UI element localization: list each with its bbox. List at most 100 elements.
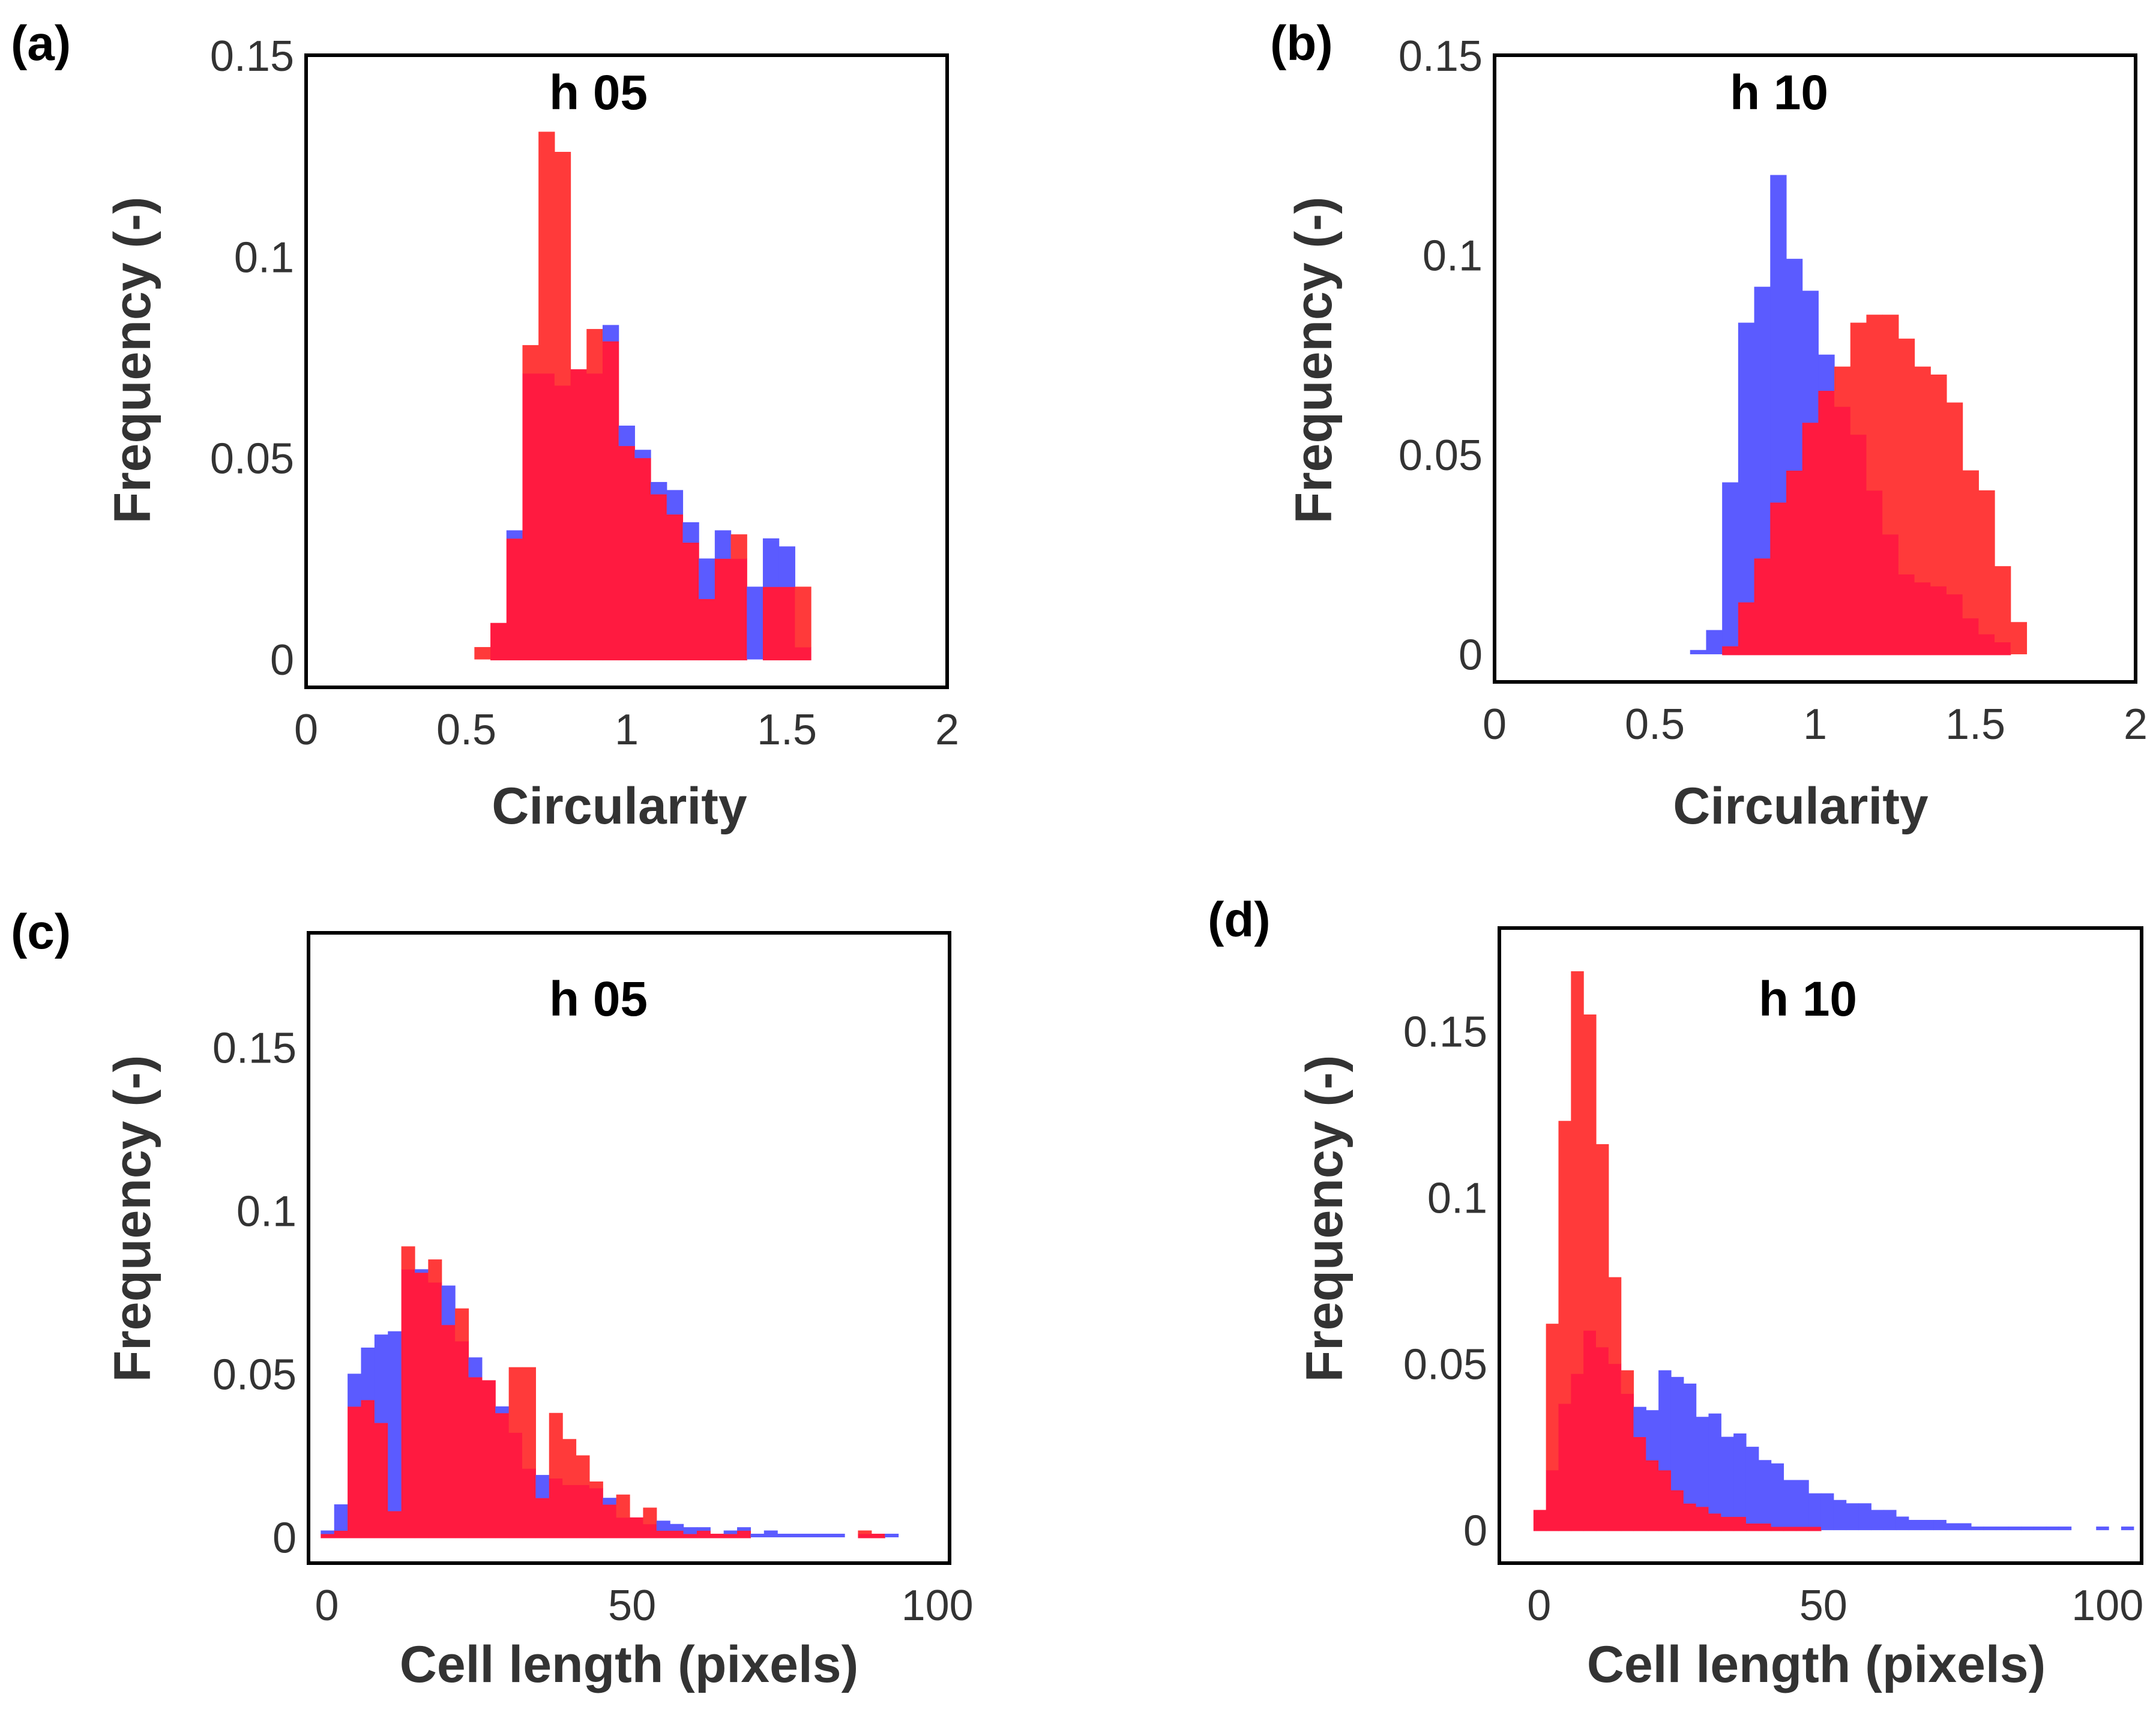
panel-4-blue-bar-37 <box>1996 1527 2010 1531</box>
panel-2-blue-bar-0 <box>1690 650 1707 654</box>
panel-1-blue-bar-18 <box>762 538 780 587</box>
panel-1-overlap-bar-3 <box>522 373 539 661</box>
panel-4-red-bar-7 <box>1621 1370 1634 1394</box>
panel-3-y-tick-label: 0.1 <box>236 1187 297 1235</box>
panel-1-y-tick-label: 0 <box>270 636 294 684</box>
y-axis-label-b: Frequency (-) <box>1285 197 1343 524</box>
panel-2-blue-bar-1 <box>1706 630 1723 654</box>
panel-2-red-bar-11 <box>1866 315 1883 491</box>
panel-4-y-tick-label: 0.1 <box>1427 1175 1487 1223</box>
panel-2-red-bar-17 <box>1962 470 1979 619</box>
panel-2-overlap-bar-19 <box>1995 642 2011 656</box>
panel-3-overlap-bar-3 <box>361 1399 375 1539</box>
panel-1-red-bar-20 <box>795 586 812 648</box>
panel-2-red-bar-9 <box>1834 366 1851 407</box>
panel-3-overlap-bar-15 <box>522 1468 536 1539</box>
panel-1-overlap-bar-11 <box>651 494 667 661</box>
panel-1-x-tick-label: 2 <box>935 706 959 754</box>
panel-1-overlap-bar-13 <box>682 542 699 661</box>
panel-3-blue-bar-2 <box>348 1373 362 1407</box>
panel-2-x-tick-label: 1 <box>1803 701 1827 749</box>
panel-3-overlap-bar-40 <box>858 1534 872 1539</box>
panel-3-red-bar-22 <box>616 1494 630 1518</box>
panel-4-overlap-bar-11 <box>1670 1490 1684 1531</box>
panel-4-overlap-bar-8 <box>1633 1436 1646 1531</box>
panel-2-red-bar-10 <box>1850 322 1867 435</box>
panel-3-blue-bar-0 <box>321 1530 335 1534</box>
panel-2-red-bar-15 <box>1930 374 1947 586</box>
panel-3-blue-bar-3 <box>361 1347 375 1400</box>
panel-4-blue-bar-41 <box>2046 1527 2059 1531</box>
panel-1-x-tick-label: 0.5 <box>436 706 496 754</box>
panel-1-overlap-bar-12 <box>666 514 684 661</box>
panel-c: (c) 0 50 100 0 0.05 0.1 0.15 h 05 Cell length … <box>11 905 974 1693</box>
panel-4-y-tick-label: 0 <box>1463 1507 1487 1555</box>
panel-1-overlap-bar-19 <box>778 586 795 661</box>
panel-4-blue-bar-45 <box>2096 1527 2109 1531</box>
panel-4-blue-bar-33 <box>1946 1523 1959 1531</box>
x-axis-label-d: Cell length (pixels) <box>1587 1636 2046 1693</box>
panel-1-overlap-bar-1 <box>490 622 507 661</box>
panel-3-blue-bar-33 <box>763 1530 778 1537</box>
panel-2-y-tick-label: 0.05 <box>1399 432 1483 480</box>
panel-3-blue-bar-38 <box>831 1534 845 1537</box>
panel-4-overlap-bar-20 <box>1783 1527 1796 1531</box>
panel-1-blue-bar-13 <box>682 522 699 543</box>
panel-4-blue-bar-9 <box>1646 1410 1659 1460</box>
panel-4-overlap-bar-3 <box>1571 1373 1584 1531</box>
panel-3-x-tick-label: 0 <box>315 1582 339 1630</box>
panel-4-blue-bar-31 <box>1921 1519 1935 1531</box>
panel-4-blue-bar-47 <box>2121 1527 2134 1531</box>
panel-4-red-bar-5 <box>1595 1144 1609 1348</box>
panel-1-overlap-bar-20 <box>795 647 812 661</box>
panel-4-red-bar-3 <box>1571 971 1584 1374</box>
panel-4-overlap-bar-22 <box>1808 1527 1822 1531</box>
panel-4-blue-bar-20 <box>1783 1480 1796 1527</box>
panel-4-blue-bar-13 <box>1696 1417 1709 1507</box>
panel-3-blue-bar-34 <box>777 1534 792 1537</box>
panel-b: (b) 0 0.5 1 1.5 2 0 0.05 0.1 0.15 h 10 Circulari… <box>1270 16 2148 835</box>
panel-4-blue-bar-21 <box>1796 1480 1809 1527</box>
panel-4-overlap-bar-18 <box>1758 1523 1772 1531</box>
panel-title-c: h 05 <box>549 972 648 1026</box>
panel-2-x-tick-label: 1.5 <box>1945 701 2005 749</box>
panel-3-blue-bar-7 <box>414 1269 429 1273</box>
panel-1-blue-bar-14 <box>699 558 715 599</box>
panel-4-overlap-bar-6 <box>1608 1363 1622 1531</box>
panel-3-overlap-bar-14 <box>508 1432 523 1539</box>
panel-2-y-tick-label: 0 <box>1459 631 1483 679</box>
panel-1-overlap-bar-18 <box>762 586 780 661</box>
panel-1-x-tick-label: 0 <box>294 706 318 754</box>
panel-3-overlap-bar-30 <box>723 1534 738 1539</box>
panel-4-blue-bar-34 <box>1959 1523 1972 1531</box>
panel-3-overlap-bar-25 <box>656 1530 670 1539</box>
panel-3-blue-bar-28 <box>696 1527 711 1531</box>
panel-4-x-tick-label: 50 <box>1799 1582 1847 1630</box>
panel-1-blue-bar-17 <box>747 586 763 660</box>
panel-2-red-bar-20 <box>2010 622 2028 654</box>
panel-1-red-bar-16 <box>730 534 747 559</box>
panel-2-red-bar-16 <box>1946 402 1963 595</box>
panel-2-red-bar-14 <box>1914 366 1931 583</box>
panel-4-blue-bar-28 <box>1883 1510 1897 1531</box>
panel-4-blue-bar-26 <box>1858 1503 1871 1531</box>
panel-3-overlap-bar-13 <box>495 1412 510 1539</box>
panel-1-overlap-bar-4 <box>538 373 555 661</box>
panel-3-red-bar-6 <box>401 1246 415 1270</box>
panel-3-blue-bar-1 <box>334 1504 348 1531</box>
panel-2-overlap-bar-3 <box>1738 602 1755 656</box>
panel-2-overlap-bar-15 <box>1930 586 1947 656</box>
panel-3-overlap-bar-16 <box>535 1498 550 1539</box>
panel-1-x-tick-label: 1 <box>615 706 639 754</box>
y-axis-label-a: Frequency (-) <box>104 197 161 524</box>
panel-2-overlap-bar-4 <box>1754 558 1771 656</box>
panel-1-x-tick-label: 1.5 <box>757 706 817 754</box>
panel-label-a: (a) <box>11 16 71 71</box>
panel-3-blue-bar-32 <box>750 1534 765 1537</box>
panel-4-blue-bar-36 <box>1983 1527 1997 1531</box>
panel-3-overlap-bar-10 <box>455 1341 469 1539</box>
panel-2-y-tick-label: 0.15 <box>1399 32 1483 80</box>
panel-4-overlap-bar-4 <box>1583 1330 1597 1531</box>
panel-3-overlap-bar-21 <box>603 1504 617 1539</box>
panel-1-red-bar-5 <box>554 151 571 386</box>
